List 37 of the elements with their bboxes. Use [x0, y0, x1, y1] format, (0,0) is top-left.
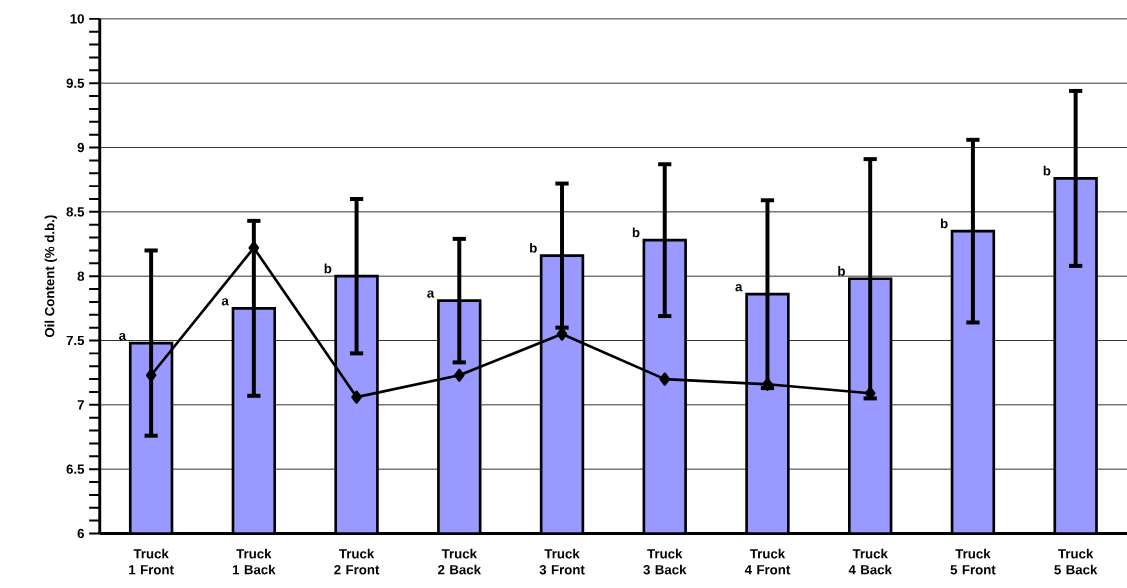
point [453, 368, 465, 382]
annotation: a [221, 298, 229, 306]
x-tick-label: Truck 4 Back [848, 548, 892, 575]
y-tick-label: 8 [77, 271, 85, 281]
x-tick-label: Truck 5 Back [1054, 548, 1098, 575]
x-tick-label: Truck 2 Front [334, 548, 380, 575]
annotation: b [940, 218, 948, 229]
x-tick-label: Truck 4 Front [744, 548, 791, 575]
point [351, 390, 362, 404]
y-tick-label: 6 [77, 528, 85, 539]
y-tick-label: 7 [77, 400, 84, 410]
y-tick-label: 6.5 [66, 464, 85, 474]
annotation: b [324, 263, 332, 274]
y-tick-label: 9 [77, 142, 84, 153]
annotation: b [530, 242, 537, 253]
point [556, 327, 568, 341]
y-axis-title: Oil Content (% d.b.) [44, 215, 57, 338]
y-tick-label: 8.5 [66, 207, 85, 217]
x-tick-label: Truck 3 Front [539, 548, 585, 575]
x-tick-label: Truck 1 Back [232, 548, 276, 575]
point [145, 368, 157, 382]
y-tick-label: 7.5 [66, 335, 85, 346]
point [762, 377, 773, 391]
y-tick-label: 10 [70, 14, 84, 24]
point [659, 372, 671, 386]
annotation: a [427, 290, 435, 298]
annotation: a [735, 283, 743, 292]
x-tick-label: Truck 2 Back [438, 548, 482, 575]
annotation: b [632, 227, 640, 238]
x-tick-label: Truck 1 Front [129, 548, 174, 575]
x-tick-label: Truck 3 Back [643, 548, 687, 575]
annotation: b [838, 266, 845, 276]
annotation: a [119, 332, 127, 341]
point [248, 241, 260, 255]
annotation: b [1043, 165, 1051, 176]
x-tick-label: Truck 5 Front [950, 548, 996, 575]
y-tick-label: 9.5 [66, 78, 85, 88]
